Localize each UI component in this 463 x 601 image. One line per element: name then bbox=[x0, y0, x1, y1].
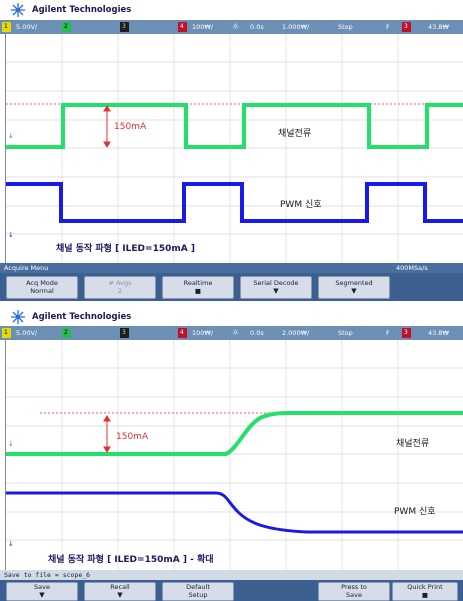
run-mode[interactable]: Stop bbox=[338, 329, 353, 337]
trigger-level[interactable]: 43.8₩ bbox=[428, 23, 449, 31]
brand-name: Agilent Technologies bbox=[32, 312, 132, 322]
trigger-sun-icon: ☼ bbox=[232, 22, 240, 31]
menu-title-bar: Acquire Menu 400MSa/s bbox=[0, 263, 463, 273]
channel-4-indicator[interactable]: 4 bbox=[178, 22, 187, 32]
pwm-signal-label: PWM 신호 bbox=[394, 507, 436, 517]
waveform-caption: 채널 동작 파형 [ ILED=150mA ] - 확대 bbox=[48, 555, 214, 565]
current-annotation: 150mA bbox=[116, 432, 149, 442]
title-bar: Agilent Technologies bbox=[0, 0, 463, 20]
softkey-bar: Save ▼ Recall ▼ Default Setup Press to Save … bbox=[0, 580, 463, 601]
channel-current-trace bbox=[6, 411, 463, 456]
default-setup-softkey[interactable]: Default Setup bbox=[162, 582, 234, 601]
softkey-bar: Acq Mode Normal # Avgs 2 Realtime ■ Serial … bbox=[0, 273, 463, 301]
trigger-edge: F bbox=[386, 329, 390, 337]
realtime-softkey[interactable]: Realtime ■ bbox=[162, 276, 234, 299]
trigger-channel-indicator: 3 bbox=[402, 22, 411, 32]
current-annotation: 150mA bbox=[114, 122, 147, 132]
waveform-display-zoomed[interactable]: ↓ ↓ 150mA 채널전류 PWM 신호 채널 동작 파형 [ ILED=15… bbox=[5, 340, 463, 570]
ch1-scale[interactable]: 5.00V/ bbox=[16, 23, 38, 31]
ch1-scale[interactable]: 5.00V/ bbox=[16, 329, 38, 337]
scope-panel-bottom: Agilent Technologies 1 5.00V/ 2 3 4 100₩… bbox=[0, 308, 463, 601]
time-scale[interactable]: 100₩/ bbox=[192, 23, 214, 31]
waveform-grid: ↓ ↓ bbox=[6, 340, 463, 570]
time-scale[interactable]: 100₩/ bbox=[192, 329, 214, 337]
pwm-signal-trace bbox=[6, 182, 463, 223]
agilent-logo-icon bbox=[10, 309, 26, 325]
trigger-edge: F bbox=[386, 23, 390, 31]
acq-mode-softkey[interactable]: Acq Mode Normal bbox=[6, 276, 78, 299]
press-to-save-softkey[interactable]: Press to Save bbox=[318, 582, 390, 601]
trigger-level[interactable]: 43.8₩ bbox=[428, 329, 449, 337]
channel-current-trace bbox=[6, 103, 463, 149]
channel-1-indicator[interactable]: 1 bbox=[2, 22, 11, 32]
sample-rate: 400MSa/s bbox=[396, 264, 428, 272]
trigger-channel-indicator: 3 bbox=[402, 328, 411, 338]
channel-1-indicator[interactable]: 1 bbox=[2, 328, 11, 338]
ch3-ground-marker: ↓ bbox=[8, 540, 14, 548]
time-division[interactable]: 1.000₩/ bbox=[282, 23, 310, 31]
save-file-bar: Save to file = scope_6 bbox=[0, 570, 463, 580]
status-bar: 1 5.00V/ 2 3 4 100₩/ ☼ 0.0s 2.000₩/ Stop… bbox=[0, 326, 463, 340]
status-bar: 1 5.00V/ 2 3 4 100₩/ ☼ 0.0s 1.000₩/ Stop… bbox=[0, 20, 463, 34]
ch2-ground-marker: ↓ bbox=[8, 132, 14, 140]
run-mode[interactable]: Stop bbox=[338, 23, 353, 31]
title-bar: Agilent Technologies bbox=[0, 308, 463, 326]
menu-title: Acquire Menu bbox=[4, 264, 49, 272]
waveform-caption: 채널 동작 파형 [ ILED=150mA ] bbox=[56, 244, 195, 254]
ch3-ground-marker: ↓ bbox=[8, 231, 14, 239]
pwm-signal-label: PWM 신호 bbox=[280, 200, 322, 210]
channel-4-indicator[interactable]: 4 bbox=[178, 328, 187, 338]
current-arrow-icon bbox=[103, 415, 111, 453]
agilent-logo-icon bbox=[10, 2, 26, 18]
time-division[interactable]: 2.000₩/ bbox=[282, 329, 310, 337]
delay-value[interactable]: 0.0s bbox=[250, 23, 264, 31]
channel-2-indicator[interactable]: 2 bbox=[62, 22, 71, 32]
scope-panel-top: Agilent Technologies 1 5.00V/ 2 3 4 100₩… bbox=[0, 0, 463, 301]
waveform-grid: ↓ ↓ bbox=[6, 34, 463, 263]
pwm-signal-trace bbox=[6, 491, 463, 534]
waveform-display[interactable]: ↓ ↓ 150mA 채널전류 PWM 신호 채널 동작 파형 [ ILED=15… bbox=[5, 34, 463, 263]
brand-name: Agilent Technologies bbox=[32, 5, 132, 15]
channel-3-indicator[interactable]: 3 bbox=[120, 22, 129, 32]
save-softkey[interactable]: Save ▼ bbox=[6, 582, 78, 601]
channel-3-indicator[interactable]: 3 bbox=[120, 328, 129, 338]
quick-print-softkey[interactable]: Quick Print ■ bbox=[392, 582, 458, 601]
channel-2-indicator[interactable]: 2 bbox=[62, 328, 71, 338]
segmented-softkey[interactable]: Segmented ▼ bbox=[318, 276, 390, 299]
ch2-ground-marker: ↓ bbox=[8, 440, 14, 448]
recall-softkey[interactable]: Recall ▼ bbox=[84, 582, 156, 601]
save-file-name[interactable]: Save to file = scope_6 bbox=[4, 571, 91, 579]
serial-decode-softkey[interactable]: Serial Decode ▼ bbox=[240, 276, 312, 299]
delay-value[interactable]: 0.0s bbox=[250, 329, 264, 337]
channel-current-label: 채널전류 bbox=[278, 129, 312, 139]
num-averages-softkey[interactable]: # Avgs 2 bbox=[84, 276, 156, 299]
trigger-sun-icon: ☼ bbox=[232, 328, 240, 337]
channel-current-label: 채널전류 bbox=[396, 439, 430, 449]
current-arrow-icon bbox=[103, 105, 111, 148]
